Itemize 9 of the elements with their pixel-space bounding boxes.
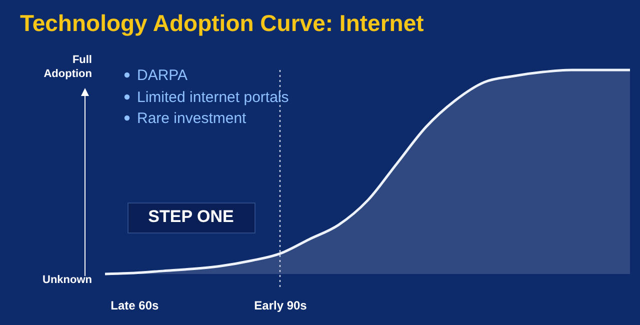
annotation: STEP ONE bbox=[148, 207, 234, 226]
annotation: Unknown bbox=[42, 274, 92, 286]
annotation: DARPA bbox=[137, 67, 188, 84]
annotation: Limited internet portals bbox=[137, 89, 289, 106]
x-tick-label: Late 60s bbox=[110, 298, 160, 312]
annotation: Rare investment bbox=[137, 110, 248, 127]
annotation: Full Adoption bbox=[44, 54, 92, 80]
x-tick-label: Early 90s bbox=[254, 298, 308, 312]
chart-title: Technology Adoption Curve: Internet bbox=[20, 10, 424, 36]
